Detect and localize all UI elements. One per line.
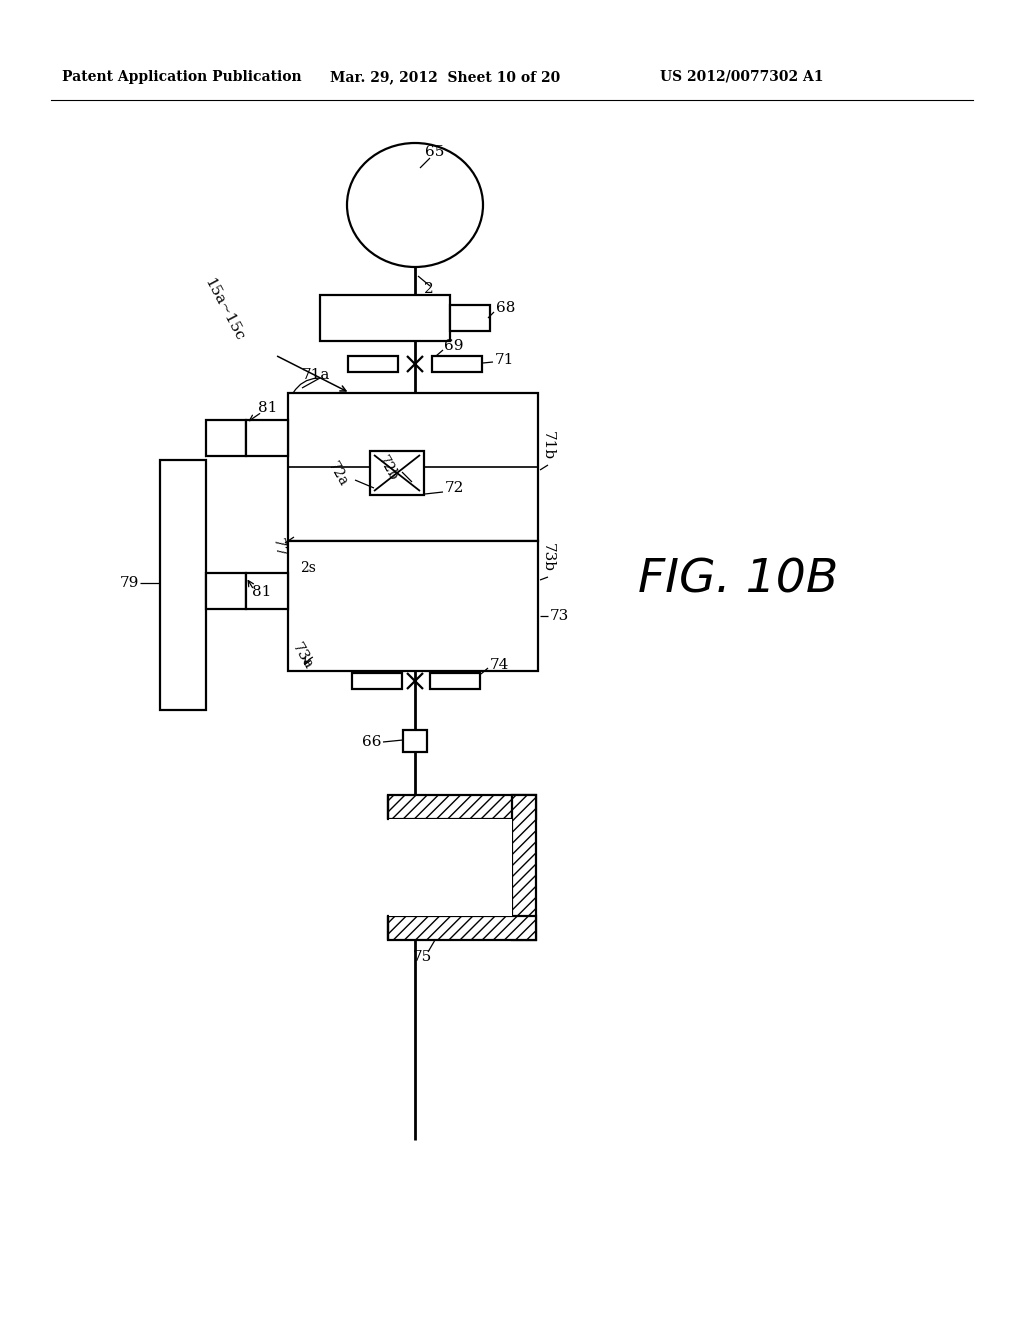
Text: 15a~15c: 15a~15c [202,276,247,343]
Bar [319,294,450,341]
Bar [430,673,480,689]
Text: US 2012/0077302 A1: US 2012/0077302 A1 [660,70,823,84]
Text: 65: 65 [425,145,444,158]
Bar [389,818,512,916]
Text: Patent Application Publication: Patent Application Publication [62,70,302,84]
Bar [206,420,246,455]
Text: 71: 71 [495,352,514,367]
Bar [370,451,424,495]
Text: 79: 79 [120,576,139,590]
Text: 71b: 71b [541,430,555,459]
Bar [388,795,536,818]
Text: FIG. 10B: FIG. 10B [638,557,839,602]
Bar [246,420,288,455]
Bar [450,305,490,331]
Bar [512,795,536,940]
Bar [403,730,427,752]
Text: 73a: 73a [289,640,315,672]
Text: 71a: 71a [302,368,331,381]
Bar [348,356,398,372]
Text: 72b: 72b [376,453,400,483]
Text: 72a: 72a [326,459,350,488]
Text: 66: 66 [362,735,382,748]
Text: 68: 68 [496,301,515,315]
Text: 73b: 73b [541,543,555,572]
Text: 2: 2 [424,282,434,296]
Text: 81: 81 [258,401,278,414]
Text: 73: 73 [550,609,569,623]
Bar [352,673,402,689]
Text: 69: 69 [444,339,464,352]
Text: 2s: 2s [300,561,315,576]
Text: Mar. 29, 2012  Sheet 10 of 20: Mar. 29, 2012 Sheet 10 of 20 [330,70,560,84]
Bar [246,573,288,609]
Text: 81: 81 [252,585,271,599]
Bar [388,916,536,940]
Text: 77: 77 [269,537,287,558]
Bar [160,459,206,710]
Text: 72: 72 [445,480,464,495]
Bar [288,541,538,671]
Bar [432,356,482,372]
Bar [206,573,246,609]
Text: 74: 74 [490,657,509,672]
Text: 75: 75 [413,950,432,964]
Bar [288,393,538,541]
